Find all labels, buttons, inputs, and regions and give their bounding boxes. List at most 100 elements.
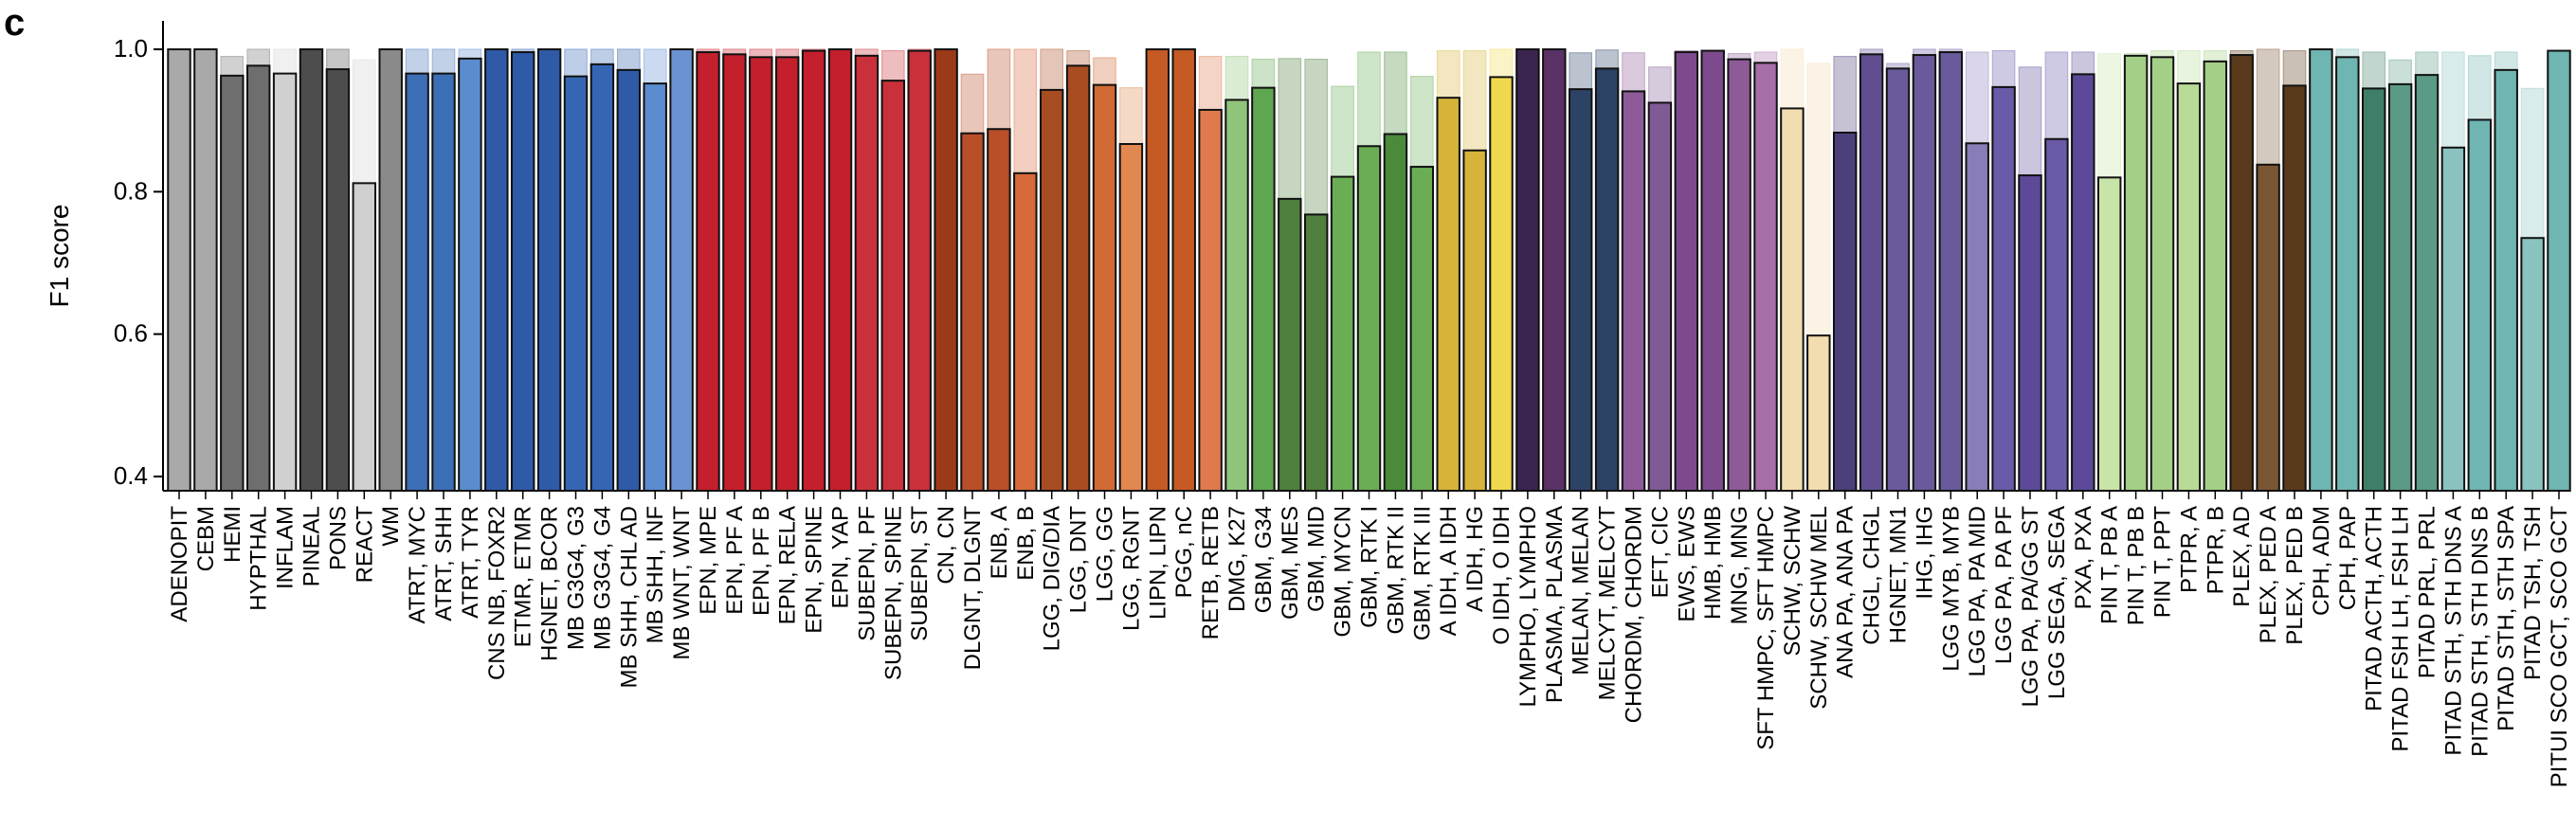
- bar: [2309, 48, 2333, 492]
- x-tick-label: MB WNT, WNT: [669, 506, 695, 660]
- bar: [590, 63, 615, 492]
- bar: [774, 56, 800, 493]
- bar: [1039, 88, 1064, 492]
- bar: [1436, 97, 1460, 492]
- bar: [458, 57, 482, 493]
- x-tick-label: ETMR, ETMR: [511, 506, 536, 647]
- bar: [827, 48, 853, 492]
- x-tick-label: PITAD ACTH, ACTH: [2362, 506, 2387, 711]
- x-tick-label: HGNET, BCOR: [537, 506, 563, 661]
- bar: [272, 72, 298, 492]
- bar: [1383, 133, 1408, 492]
- bar: [299, 48, 324, 492]
- bar: [220, 74, 245, 492]
- bar: [1013, 171, 1038, 492]
- bar: [1753, 62, 1778, 493]
- y-axis-label: F1 score: [45, 205, 74, 308]
- bar: [325, 68, 351, 492]
- bar: [2361, 87, 2386, 492]
- x-tick-label: SUBEPN, SPINE: [880, 506, 906, 680]
- x-tick-label: CPH, PAP: [2335, 506, 2361, 610]
- bar: [2256, 163, 2280, 492]
- bar: [643, 82, 667, 492]
- bar: [1092, 83, 1117, 493]
- x-tick-label: GBM, RTK III: [1409, 506, 1435, 640]
- x-tick-label: PITAD TSH, TSH: [2520, 506, 2546, 680]
- x-tick-label: PLEX, PED B: [2282, 506, 2308, 645]
- bar: [1278, 197, 1302, 492]
- x-tick-label: EPN, PF A: [722, 506, 748, 615]
- bar: [1542, 48, 1567, 492]
- x-tick-label: PXA, PXA: [2071, 506, 2096, 609]
- x-tick-label: RETB, RETB: [1198, 506, 1224, 639]
- bar: [1647, 101, 1673, 492]
- bar: [1515, 48, 1540, 492]
- x-tick-label: REACT: [352, 506, 377, 584]
- bar: [1965, 142, 1989, 492]
- x-tick-label: CHORDM, CHORDM: [1622, 506, 1647, 723]
- x-tick-label: SUBEPN, ST: [907, 506, 933, 641]
- x-tick-label: PIN T, PB B: [2124, 506, 2150, 625]
- x-tick-label: LYMPHO, LYMPHO: [1515, 506, 1541, 707]
- bar: [2123, 54, 2149, 492]
- bar: [2044, 137, 2069, 492]
- x-tick-label: LGG MYB, MYB: [1938, 506, 1964, 672]
- x-tick-label: EPN, MPE: [696, 506, 721, 615]
- x-tick-label: EWS, EWS: [1674, 506, 1699, 622]
- x-tick-label: EPN, SPINE: [802, 506, 827, 634]
- x-tick-label: PONS: [325, 506, 351, 570]
- x-tick-label: PLASMA, PLASMA: [1542, 506, 1568, 703]
- bar: [960, 132, 985, 493]
- x-tick-label: SCHW, SCHW: [1780, 506, 1805, 657]
- bar: [2387, 82, 2413, 492]
- x-tick-label: GBM, RTK I: [1357, 506, 1383, 628]
- bar: [1330, 175, 1355, 492]
- bar: [1225, 99, 1249, 492]
- x-tick-label: CHGL, CHGL: [1859, 506, 1885, 645]
- x-tick-label: HEMI: [220, 506, 245, 563]
- x-tick-label: PITAD STH, STH SPA: [2494, 506, 2519, 731]
- x-tick-label: LGG, DIG/DIA: [1040, 506, 1065, 651]
- bar: [880, 80, 906, 493]
- x-tick-label: PITAD STH, STH DNS B: [2467, 506, 2493, 757]
- y-tick-label: 0.6: [114, 319, 148, 348]
- x-tick-label: O IDH, O IDH: [1489, 506, 1515, 645]
- x-tick-label: PGG, nC: [1171, 506, 1197, 598]
- bar: [2176, 82, 2202, 492]
- bar: [1303, 213, 1329, 493]
- x-tick-label: ANA PA, ANA PA: [1833, 506, 1859, 678]
- x-tick-label: SFT HMPC, SFT HMPC: [1753, 506, 1779, 750]
- bar: [2335, 56, 2360, 493]
- x-tick-label: PLEX, PED A: [2256, 506, 2281, 643]
- bar: [1859, 53, 1884, 493]
- x-tick-label: PITUI SCO GCT, SCO GCT: [2547, 506, 2572, 788]
- x-tick-label: CPH, ADM: [2309, 506, 2334, 616]
- bar: [1780, 107, 1805, 492]
- bar: [167, 48, 191, 492]
- x-tick-label: MB SHH, INF: [643, 506, 668, 643]
- bar: [510, 51, 535, 492]
- bar: [854, 54, 880, 492]
- x-tick-label: CEBM: [193, 506, 219, 571]
- x-tick-label: CNS NB, FOXR2: [484, 506, 510, 680]
- x-tick-label: LGG, GG: [1093, 506, 1118, 602]
- y-tick-label: 1.0: [114, 34, 148, 63]
- bar: [1198, 108, 1223, 492]
- bar: [722, 53, 747, 493]
- x-tick-label: ATRT, SHH: [431, 506, 457, 621]
- x-tick-label: GBM, MES: [1278, 506, 1303, 620]
- bar: [2414, 74, 2440, 493]
- bar: [1806, 334, 1831, 493]
- x-tick-label: A IDH, A IDH: [1436, 506, 1461, 636]
- x-tick-label: MB G3G4, G3: [564, 506, 590, 650]
- x-tick-label: ATRT, MYC: [405, 506, 430, 623]
- x-tick-label: SCHW, SCHW MEL: [1806, 506, 1832, 710]
- bar: [1145, 48, 1170, 492]
- bar: [1912, 54, 1937, 493]
- bar: [1700, 49, 1725, 493]
- bar: [431, 72, 456, 492]
- y-tick-label: 0.4: [114, 461, 148, 490]
- bar: [907, 49, 932, 493]
